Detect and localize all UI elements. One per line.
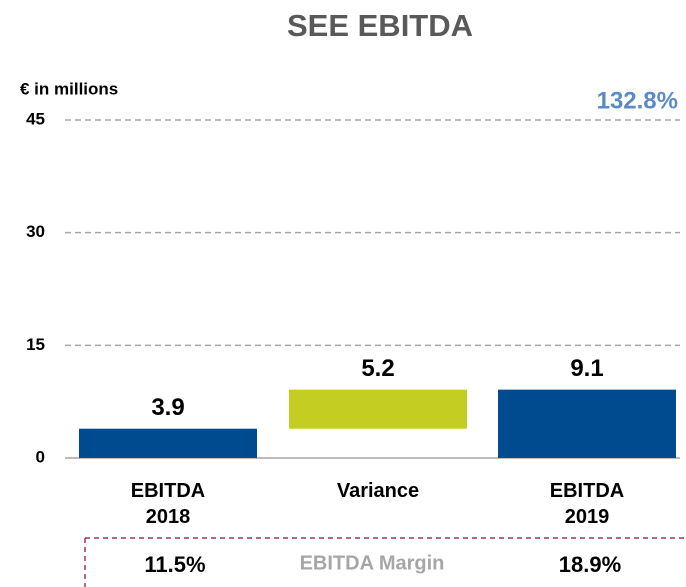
x-tick-label: EBITDA 2018: [130, 480, 206, 528]
x-tick-label: Variance: [336, 480, 420, 502]
margin-title: EBITDA Margin: [300, 552, 445, 574]
x-tick-label: EBITDA 2019: [549, 480, 625, 528]
y-tick-label: 30: [26, 222, 45, 241]
data-label: 3.9: [151, 394, 184, 421]
margin-value: 11.5%: [144, 552, 205, 577]
data-label: 9.1: [570, 355, 603, 382]
y-tick-label: 45: [26, 109, 45, 128]
data-label: 5.2: [361, 355, 394, 382]
bar: [289, 389, 467, 429]
bar: [79, 428, 257, 458]
bar: [498, 389, 676, 458]
y-tick-label: 0: [36, 447, 45, 466]
y-tick-label: 15: [26, 335, 45, 354]
chart-title: SEE EBITDA: [287, 8, 473, 43]
y-axis-label: € in millions: [20, 79, 118, 98]
annotation: 132.8%: [597, 87, 678, 114]
margin-value: 18.9%: [559, 552, 621, 577]
